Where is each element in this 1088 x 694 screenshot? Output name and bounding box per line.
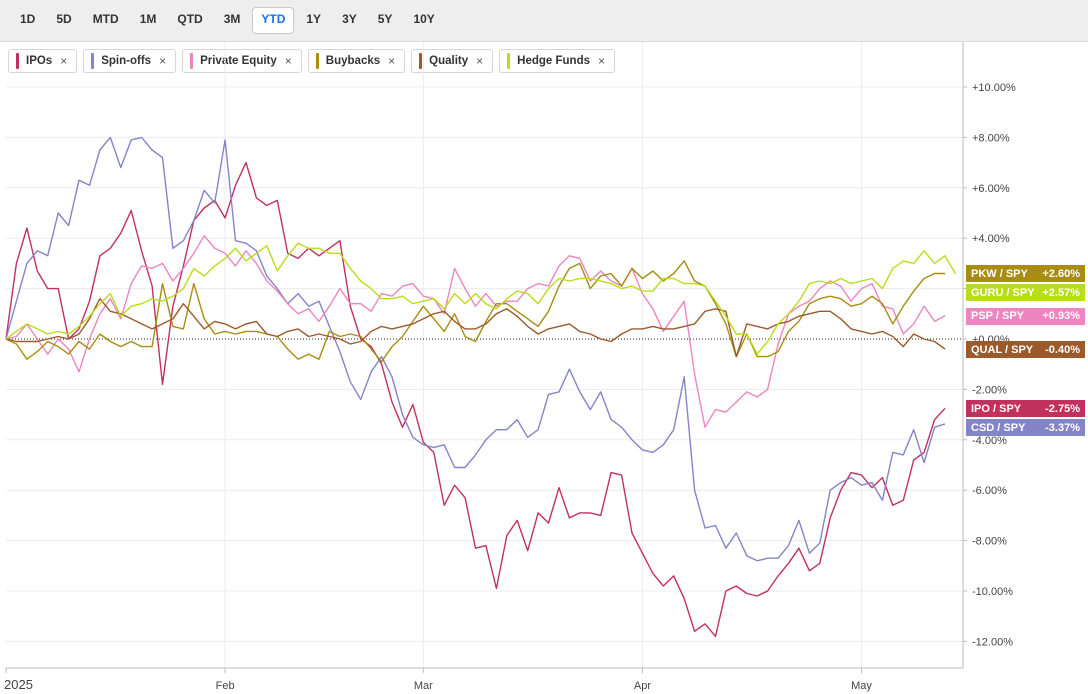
legend-label: Spin-offs bbox=[101, 55, 152, 67]
legend-swatch bbox=[315, 53, 319, 69]
end-label-value: +2.57% bbox=[1042, 286, 1080, 299]
legend-label: Hedge Funds bbox=[517, 55, 590, 67]
legend-label: Private Equity bbox=[200, 55, 277, 67]
range-button-ytd[interactable]: YTD bbox=[252, 7, 295, 34]
range-button-10y[interactable]: 10Y bbox=[413, 12, 435, 26]
range-button-qtd[interactable]: QTD bbox=[177, 12, 203, 26]
series-line-hedge-funds bbox=[5, 242, 957, 355]
end-label: IPO / SPY -2.75% bbox=[966, 400, 1085, 418]
remove-series-icon[interactable]: × bbox=[598, 54, 606, 68]
range-button-1d[interactable]: 1D bbox=[20, 12, 36, 26]
series-lines bbox=[5, 136, 957, 638]
end-label-name: PSP / SPY bbox=[971, 310, 1024, 323]
series-line-quality bbox=[5, 298, 946, 358]
legend-swatch bbox=[91, 53, 95, 69]
legend-chip[interactable]: IPOs × bbox=[8, 49, 78, 73]
end-label: PKW / SPY +2.60% bbox=[966, 265, 1085, 283]
end-label: QUAL / SPY -0.40% bbox=[966, 341, 1085, 359]
legend-label: IPOs bbox=[26, 55, 53, 67]
end-label: PSP / SPY +0.93% bbox=[966, 307, 1085, 325]
legend-label: Quality bbox=[429, 55, 469, 67]
legend-swatch bbox=[16, 53, 19, 69]
x-tick-label: 2025 bbox=[4, 677, 33, 692]
range-button-3m[interactable]: 3M bbox=[223, 12, 241, 26]
y-tick-label: +4.00% bbox=[972, 233, 1010, 245]
remove-series-icon[interactable]: × bbox=[388, 54, 396, 68]
remove-series-icon[interactable]: × bbox=[60, 54, 68, 68]
x-tick-labels: 2025 Feb Mar Apr May bbox=[4, 668, 872, 692]
end-label-name: GURU / SPY bbox=[971, 286, 1035, 299]
axes bbox=[6, 42, 964, 669]
legend-chip[interactable]: Hedge Funds × bbox=[499, 49, 616, 73]
series-legend: IPOs × Spin-offs × Private Equity × Buybacks × Q… bbox=[8, 49, 616, 73]
x-tick-label: May bbox=[851, 680, 872, 692]
y-tick-label: +10.00% bbox=[972, 82, 1016, 94]
end-label-value: +2.60% bbox=[1042, 267, 1080, 280]
series-line-buybacks bbox=[5, 260, 945, 363]
y-tick-label: -10.00% bbox=[972, 586, 1013, 598]
y-tick-label: -4.00% bbox=[972, 435, 1007, 447]
grid-lines bbox=[6, 42, 963, 668]
y-tick-label: -8.00% bbox=[972, 536, 1007, 548]
end-label: CSD / SPY -3.37% bbox=[966, 419, 1085, 437]
chart-area: +10.00%+8.00%+6.00%+4.00%+2.00%+0.00%-2.… bbox=[4, 42, 1016, 692]
end-label-name: IPO / SPY bbox=[971, 402, 1022, 415]
end-label-value: +0.93% bbox=[1042, 310, 1080, 323]
x-tick-label: Mar bbox=[414, 680, 433, 692]
legend-label: Buybacks bbox=[325, 55, 381, 67]
y-tick-label: -2.00% bbox=[972, 384, 1007, 396]
y-tick-label: +8.00% bbox=[972, 132, 1010, 144]
y-tick-labels: +10.00%+8.00%+6.00%+4.00%+2.00%+0.00%-2.… bbox=[963, 82, 1016, 648]
range-button-1y[interactable]: 1Y bbox=[306, 12, 322, 26]
remove-series-icon[interactable]: × bbox=[159, 54, 167, 68]
x-tick-label: Feb bbox=[216, 680, 235, 692]
time-range-toolbar: 1D 5D MTD 1M QTD 3M YTD 1Y 3Y 5Y 10Y bbox=[0, 0, 1088, 42]
remove-series-icon[interactable]: × bbox=[476, 54, 484, 68]
end-label-name: CSD / SPY bbox=[971, 421, 1026, 434]
x-tick-label: Apr bbox=[634, 680, 651, 692]
end-label-value: -0.40% bbox=[1045, 343, 1080, 356]
range-button-5y[interactable]: 5Y bbox=[377, 12, 393, 26]
legend-swatch bbox=[507, 53, 511, 69]
end-label-name: PKW / SPY bbox=[971, 267, 1028, 280]
legend-chip[interactable]: Quality × bbox=[411, 49, 494, 73]
legend-swatch bbox=[419, 53, 423, 69]
legend-chip[interactable]: Private Equity × bbox=[182, 49, 302, 73]
legend-chip[interactable]: Spin-offs × bbox=[83, 49, 177, 73]
series-line-private-equity bbox=[5, 234, 946, 428]
end-label: GURU / SPY +2.57% bbox=[966, 284, 1085, 302]
end-label-value: -3.37% bbox=[1045, 421, 1080, 434]
legend-chip[interactable]: Buybacks × bbox=[307, 49, 406, 73]
y-tick-label: +6.00% bbox=[972, 183, 1010, 195]
end-label-name: QUAL / SPY bbox=[971, 343, 1034, 356]
legend-swatch bbox=[190, 53, 194, 69]
remove-series-icon[interactable]: × bbox=[284, 54, 292, 68]
end-label-value: -2.75% bbox=[1045, 402, 1080, 415]
range-button-3y[interactable]: 3Y bbox=[342, 12, 357, 26]
series-line-spin-offs bbox=[5, 136, 946, 562]
range-button-mtd[interactable]: MTD bbox=[92, 12, 119, 26]
y-tick-label: -6.00% bbox=[972, 485, 1007, 497]
series-line-ipos bbox=[5, 161, 946, 638]
range-button-1m[interactable]: 1M bbox=[139, 12, 157, 26]
y-tick-label: -12.00% bbox=[972, 636, 1013, 648]
range-button-5d[interactable]: 5D bbox=[56, 12, 72, 26]
